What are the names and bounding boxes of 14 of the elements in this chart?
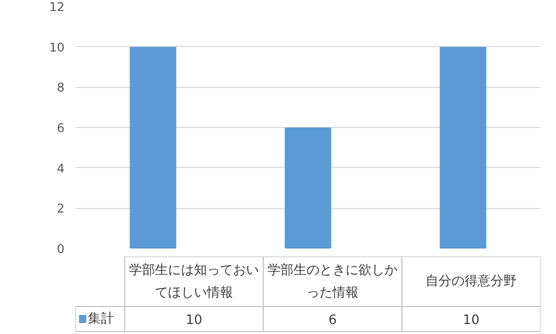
y-tick-label: 8 bbox=[56, 80, 65, 95]
data-label: 10 bbox=[186, 313, 202, 328]
y-tick-label: 12 bbox=[49, 0, 65, 14]
data-label: 10 bbox=[462, 313, 480, 328]
y-tick-label: 10 bbox=[49, 40, 65, 54]
y-tick-label: 4 bbox=[56, 161, 65, 176]
x-tick-label: 学部生には知っておいてほしい情報 bbox=[128, 262, 259, 300]
data-label: 6 bbox=[328, 313, 337, 328]
x-tick-label: 学部生のときに欲しかった情報 bbox=[268, 262, 398, 300]
y-tick-label: 6 bbox=[56, 121, 65, 135]
y-tick-label: 0 bbox=[56, 242, 65, 256]
legend-label: 集計 bbox=[88, 312, 114, 326]
y-tick-label: 2 bbox=[56, 202, 65, 216]
x-tick-label: 自分の得意分野 bbox=[426, 274, 517, 289]
